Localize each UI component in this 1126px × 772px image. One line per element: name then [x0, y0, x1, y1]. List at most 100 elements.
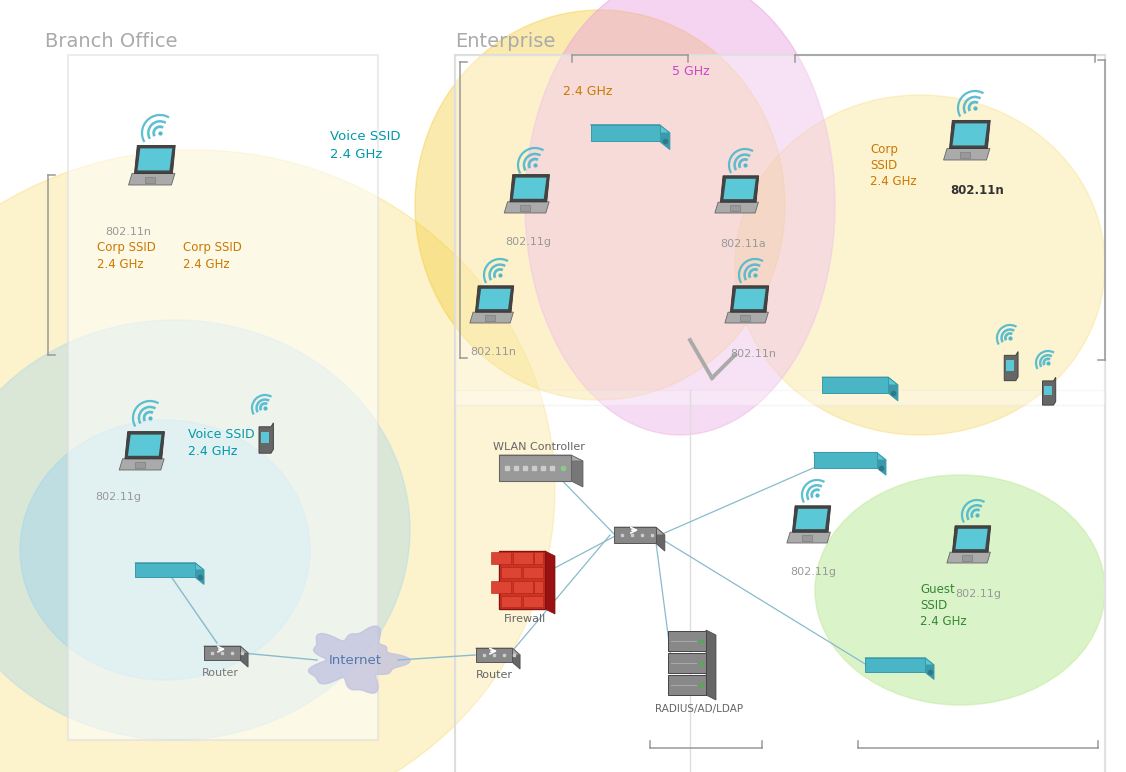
Polygon shape [655, 527, 664, 551]
Polygon shape [512, 648, 520, 669]
Ellipse shape [815, 475, 1105, 705]
Text: 802.11a: 802.11a [720, 239, 766, 249]
Polygon shape [944, 148, 990, 160]
Ellipse shape [0, 320, 410, 740]
FancyBboxPatch shape [1006, 361, 1015, 371]
Polygon shape [723, 179, 756, 199]
Polygon shape [590, 125, 670, 133]
Text: Corp SSID
2.4 GHz: Corp SSID 2.4 GHz [184, 241, 242, 271]
Polygon shape [953, 124, 988, 145]
Polygon shape [135, 563, 204, 570]
Text: Router: Router [202, 668, 239, 678]
Polygon shape [876, 452, 886, 475]
Polygon shape [259, 423, 274, 453]
Text: 802.11n: 802.11n [105, 227, 151, 237]
Polygon shape [888, 377, 897, 401]
FancyBboxPatch shape [668, 675, 706, 695]
FancyBboxPatch shape [668, 653, 706, 673]
Polygon shape [510, 174, 549, 201]
Polygon shape [470, 312, 513, 323]
Text: 802.11g: 802.11g [955, 589, 1001, 599]
Polygon shape [475, 286, 513, 312]
Text: Guest
SSID
2.4 GHz: Guest SSID 2.4 GHz [920, 583, 966, 628]
Polygon shape [479, 289, 511, 309]
FancyBboxPatch shape [455, 390, 1105, 772]
Polygon shape [725, 312, 768, 323]
Text: 802.11g: 802.11g [790, 567, 835, 577]
Polygon shape [128, 174, 175, 185]
Text: WLAN Controller: WLAN Controller [493, 442, 584, 452]
Polygon shape [144, 177, 155, 183]
Polygon shape [721, 176, 759, 202]
FancyBboxPatch shape [491, 552, 511, 564]
Polygon shape [513, 178, 546, 199]
Ellipse shape [20, 420, 310, 680]
Polygon shape [571, 455, 583, 487]
Text: Internet: Internet [329, 654, 382, 666]
FancyBboxPatch shape [455, 55, 1105, 405]
Text: 802.11g: 802.11g [95, 492, 141, 502]
Text: 802.11n: 802.11n [730, 349, 776, 359]
FancyBboxPatch shape [499, 551, 545, 609]
FancyBboxPatch shape [534, 552, 543, 564]
Polygon shape [499, 455, 583, 461]
Polygon shape [1004, 351, 1018, 381]
Text: Router: Router [476, 670, 513, 680]
Polygon shape [822, 377, 897, 385]
Text: 802.11n: 802.11n [950, 184, 1003, 197]
FancyBboxPatch shape [499, 455, 571, 481]
Polygon shape [802, 536, 812, 541]
Polygon shape [731, 286, 769, 312]
Polygon shape [309, 626, 410, 693]
Ellipse shape [525, 0, 835, 435]
Polygon shape [822, 377, 888, 393]
FancyBboxPatch shape [668, 631, 706, 651]
FancyBboxPatch shape [522, 595, 543, 607]
Polygon shape [947, 552, 991, 563]
Polygon shape [614, 527, 655, 543]
Text: Corp SSID
2.4 GHz: Corp SSID 2.4 GHz [97, 241, 155, 271]
Polygon shape [660, 125, 670, 150]
FancyBboxPatch shape [512, 581, 533, 592]
Polygon shape [733, 289, 766, 309]
Ellipse shape [415, 10, 785, 400]
Polygon shape [520, 205, 530, 212]
FancyBboxPatch shape [522, 567, 543, 578]
Ellipse shape [0, 150, 555, 772]
Polygon shape [134, 145, 176, 174]
Polygon shape [956, 529, 988, 549]
Polygon shape [614, 527, 664, 535]
Text: Voice SSID
2.4 GHz: Voice SSID 2.4 GHz [330, 130, 401, 161]
Polygon shape [135, 563, 195, 577]
FancyBboxPatch shape [512, 552, 533, 564]
Polygon shape [813, 452, 886, 460]
Polygon shape [730, 205, 740, 212]
Polygon shape [545, 551, 555, 614]
FancyBboxPatch shape [501, 595, 521, 607]
FancyBboxPatch shape [68, 55, 378, 740]
Polygon shape [590, 125, 660, 141]
Polygon shape [959, 152, 971, 158]
Text: 2.4 GHz: 2.4 GHz [563, 85, 613, 98]
Polygon shape [125, 432, 164, 459]
FancyBboxPatch shape [491, 581, 511, 592]
Polygon shape [119, 459, 164, 470]
Polygon shape [476, 648, 520, 655]
Polygon shape [813, 452, 876, 468]
Polygon shape [787, 532, 830, 543]
Polygon shape [740, 316, 750, 321]
Polygon shape [715, 202, 759, 213]
Polygon shape [137, 148, 172, 171]
FancyBboxPatch shape [534, 581, 543, 592]
Polygon shape [128, 435, 161, 455]
Text: Enterprise: Enterprise [455, 32, 555, 51]
Text: RADIUS/AD/LDAP: RADIUS/AD/LDAP [655, 704, 743, 714]
Ellipse shape [735, 95, 1105, 435]
Polygon shape [204, 646, 240, 660]
Polygon shape [135, 462, 145, 469]
Polygon shape [485, 316, 495, 321]
FancyBboxPatch shape [1044, 386, 1052, 395]
Polygon shape [795, 509, 828, 529]
Polygon shape [195, 563, 204, 584]
Text: 802.11n: 802.11n [470, 347, 516, 357]
